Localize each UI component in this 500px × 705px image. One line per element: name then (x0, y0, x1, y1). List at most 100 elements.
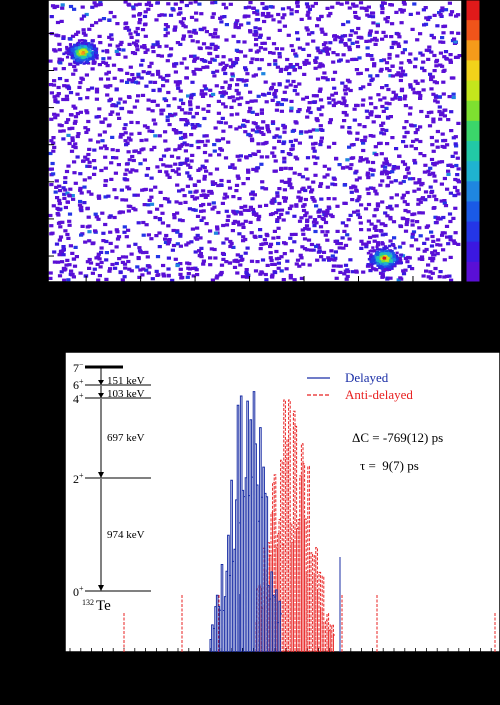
matrix-cell (208, 88, 213, 92)
matrix-cell (366, 191, 371, 196)
matrix-cell (318, 182, 324, 186)
matrix-cell (270, 212, 275, 216)
matrix-cell (380, 200, 385, 204)
matrix-cell (242, 118, 247, 122)
matrix-cell (296, 109, 301, 114)
matrix-cell (147, 65, 152, 69)
matrix-cell (381, 58, 387, 62)
matrix-cell (435, 145, 440, 149)
matrix-cell (57, 77, 63, 81)
matrix-cell (173, 2, 178, 6)
matrix-cell (373, 145, 378, 149)
matrix-cell (451, 92, 456, 96)
matrix-cell (325, 52, 330, 56)
matrix-cell (223, 80, 228, 84)
matrix-cell (175, 83, 180, 87)
matrix-cell (235, 112, 240, 116)
matrix-cell (110, 262, 115, 267)
matrix-cell (306, 10, 311, 14)
matrix-peak-cell-2 (400, 253, 404, 257)
matrix-cell (431, 120, 436, 124)
matrix-cell (92, 159, 97, 163)
matrix-cell (164, 44, 169, 48)
colorbar-segment (466, 60, 480, 82)
matrix-cell (114, 104, 119, 108)
matrix-cell (150, 109, 155, 113)
matrix-cell (368, 235, 373, 240)
matrix-cell (140, 28, 146, 32)
matrix-cell (251, 152, 256, 156)
matrix-cell (360, 158, 365, 162)
matrix-cell (261, 132, 266, 136)
matrix-cell (380, 128, 385, 132)
matrix-cell (282, 13, 287, 17)
matrix-cell (118, 135, 123, 139)
matrix-cell (283, 180, 288, 184)
matrix-cell (161, 274, 166, 278)
matrix-cell (230, 72, 235, 76)
matrix-cell (107, 56, 112, 60)
matrix-cell (349, 163, 354, 167)
matrix-cell (402, 200, 407, 204)
matrix-cell (364, 109, 369, 113)
series-delayed (209, 391, 341, 652)
matrix-cell (100, 120, 105, 124)
matrix-cell (359, 246, 364, 250)
matrix-cell (375, 74, 380, 78)
matrix-cell (412, 189, 417, 193)
spin-label-7: 7− (73, 360, 84, 375)
matrix-cell (434, 64, 439, 68)
matrix-cell (85, 128, 91, 132)
matrix-cell (273, 270, 278, 275)
matrix-cell (150, 45, 155, 49)
matrix-cell (288, 83, 293, 87)
matrix-cell (123, 266, 128, 270)
matrix-cell (215, 138, 220, 142)
matrix-cell (301, 208, 307, 213)
level-scheme: 7− 6+ 4+ 2+ 0+ 151 keV 103 keV 697 keV 9… (73, 360, 151, 614)
matrix-cell (201, 216, 206, 220)
matrix-cell (352, 4, 357, 8)
matrix-cell (72, 160, 77, 164)
matrix-cell (195, 56, 200, 60)
matrix-cell (71, 275, 76, 279)
matrix-cell (281, 218, 286, 222)
matrix-cell (442, 108, 447, 112)
matrix-cell (229, 78, 234, 82)
matrix-cell (384, 160, 389, 164)
matrix-cell (432, 249, 438, 253)
matrix-cell (104, 251, 109, 255)
matrix-cell (355, 103, 360, 108)
matrix-cell (178, 7, 183, 11)
matrix-cell (448, 255, 453, 259)
matrix-cell (213, 0, 218, 5)
matrix-peak-cell-2 (380, 254, 384, 258)
matrix-cell (120, 210, 125, 214)
matrix-cell (64, 263, 69, 267)
matrix-cell (347, 130, 352, 134)
matrix-cell (104, 72, 109, 76)
matrix-cell (261, 242, 266, 246)
matrix-cell (146, 7, 151, 11)
matrix-cell (442, 55, 447, 59)
matrix-cell (316, 210, 321, 214)
matrix-peak-cell-2 (381, 248, 385, 252)
matrix-cell (212, 149, 217, 153)
matrix-cell (203, 92, 208, 96)
matrix-cell (220, 251, 226, 256)
matrix-cell (298, 196, 303, 200)
matrix-cell (326, 205, 331, 209)
matrix-cell (383, 223, 388, 228)
matrix-cell (245, 177, 250, 181)
matrix-cell (192, 126, 197, 130)
matrix-cell (428, 256, 433, 260)
matrix-cell (323, 220, 329, 225)
matrix-cell (385, 214, 390, 218)
matrix-cell (119, 68, 124, 72)
matrix-cell (295, 37, 301, 41)
matrix-peak-cell-2 (386, 267, 390, 270)
matrix-peak-cell-2 (390, 257, 394, 260)
matrix-cell (236, 26, 241, 30)
matrix-cell (164, 170, 169, 174)
matrix-cell (195, 237, 200, 241)
